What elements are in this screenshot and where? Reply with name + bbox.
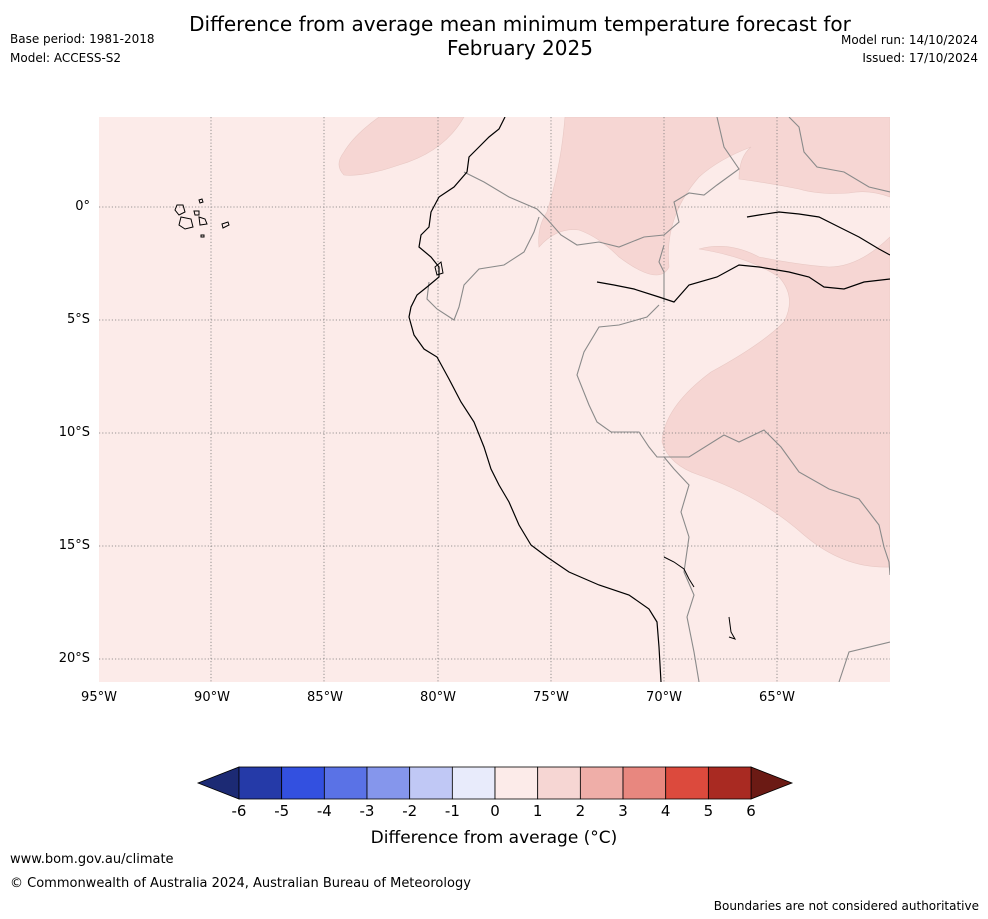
- colorbar-tick: 2: [575, 802, 586, 820]
- lon-label-85w: 85°W: [307, 690, 343, 705]
- colorbar-tick: -5: [274, 802, 290, 820]
- colorbar-high-extend: [750, 766, 794, 800]
- title-line-1: Difference from average mean minimum tem…: [189, 12, 851, 36]
- colorbar-tick: 6: [746, 802, 756, 820]
- colorbar-bin: [579, 766, 624, 800]
- colorbar-tick: 0: [490, 802, 500, 820]
- colorbar-bin: [665, 766, 709, 800]
- website-link[interactable]: www.bom.gov.au/climate: [10, 852, 174, 867]
- colorbar-bin: [622, 766, 667, 800]
- anomaly-region-southeast: [661, 236, 890, 568]
- lon-label-95w: 95°W: [81, 690, 117, 705]
- graticule: [99, 117, 890, 682]
- copyright-notice: © Commonwealth of Australia 2024, Austra…: [10, 876, 471, 891]
- model-name: Model: ACCESS-S2: [10, 51, 122, 65]
- country-borders: [426, 117, 890, 682]
- islands: [174, 198, 737, 640]
- colorbar-bin: [238, 766, 283, 800]
- lat-label-15s: 15°S: [58, 538, 90, 553]
- colorbar-bin: [366, 766, 411, 800]
- base-period: Base period: 1981-2018: [10, 32, 155, 46]
- colorbar-bin: [707, 766, 752, 800]
- colorbar-tick: -4: [316, 802, 332, 820]
- colorbar-tick: 3: [618, 802, 628, 820]
- colorbar-bin: [409, 766, 453, 800]
- colorbar-tick: -1: [444, 802, 460, 820]
- colorbar-tick: 4: [660, 802, 671, 820]
- model-run: Model run: 14/10/2024: [840, 33, 978, 47]
- forecast-map: [99, 117, 890, 682]
- lat-label-0: 0°: [75, 199, 90, 214]
- lat-label-10s: 10°S: [58, 425, 90, 440]
- lon-label-75w: 75°W: [533, 690, 569, 705]
- coastline: [408, 117, 890, 682]
- colorbar-bin: [451, 766, 496, 800]
- colorbar-tick: 5: [703, 802, 714, 820]
- title-line-2: February 2025: [447, 36, 593, 60]
- colorbar: [196, 766, 794, 800]
- colorbar-bin: [537, 766, 581, 800]
- lon-label-65w: 65°W: [759, 690, 795, 705]
- issued-date: Issued: 17/10/2024: [862, 51, 978, 65]
- colorbar-tick: -2: [402, 802, 418, 820]
- lon-label-70w: 70°W: [646, 690, 682, 705]
- colorbar-bin: [281, 766, 325, 800]
- lat-label-20s: 20°S: [58, 651, 90, 666]
- lon-label-90w: 90°W: [194, 690, 230, 705]
- colorbar-label: Difference from average (°C): [370, 828, 618, 848]
- lon-label-80w: 80°W: [420, 690, 456, 705]
- anomaly-region-north-pacific: [338, 117, 465, 176]
- boundaries-disclaimer: Boundaries are not considered authoritat…: [713, 899, 979, 913]
- lat-label-5s: 5°S: [66, 312, 90, 327]
- colorbar-tick: -3: [359, 802, 375, 820]
- colorbar-bin: [323, 766, 368, 800]
- colorbar-tick: 1: [532, 802, 543, 820]
- colorbar-bin: [494, 766, 539, 800]
- anomaly-region-east: [538, 117, 890, 276]
- colorbar-tick: -6: [231, 802, 247, 820]
- map-title: Difference from average mean minimum tem…: [120, 12, 920, 60]
- colorbar-low-extend: [196, 766, 240, 800]
